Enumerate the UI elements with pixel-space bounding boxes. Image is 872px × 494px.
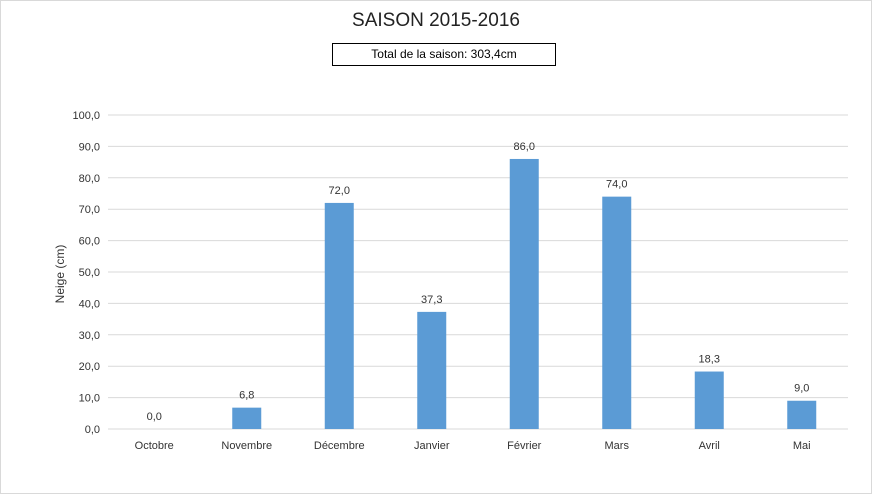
bar — [787, 400, 817, 429]
season-total-box: Total de la saison: 303,4cm — [332, 43, 556, 66]
y-tick-label: 100,0 — [72, 110, 100, 122]
x-tick-label: Mars — [605, 440, 630, 452]
data-label: 86,0 — [514, 141, 535, 153]
x-tick-label: Octobre — [135, 440, 174, 452]
data-label: 74,0 — [606, 179, 627, 191]
y-tick-label: 40,0 — [79, 298, 100, 310]
y-tick-label: 10,0 — [79, 393, 100, 405]
y-tick-label: 50,0 — [79, 267, 100, 279]
data-labels: 0,0 6,8 72,0 37,3 86,0 74,0 18,3 9,0 — [147, 141, 810, 423]
bar — [694, 371, 724, 429]
data-label: 72,0 — [329, 185, 350, 197]
x-tick-label: Février — [507, 440, 542, 452]
y-axis-ticks: 0,0 10,0 20,0 30,0 40,0 50,0 60,0 70,0 80,0 90,0 1… — [72, 110, 100, 436]
x-tick-label: Janvier — [414, 440, 450, 452]
bars — [232, 158, 817, 429]
x-tick-label: Avril — [699, 440, 720, 452]
data-label: 6,8 — [239, 390, 254, 402]
x-axis-ticks: Octobre Novembre Décembre Janvier Février Mar… — [135, 440, 811, 452]
bar — [417, 311, 447, 429]
bar — [509, 158, 539, 429]
data-label: 9,0 — [794, 383, 809, 395]
y-tick-label: 30,0 — [79, 330, 100, 342]
data-label: 18,3 — [699, 354, 720, 366]
y-axis-label: Neige (cm) — [53, 245, 67, 304]
data-label: 37,3 — [421, 294, 442, 306]
bar — [232, 407, 262, 429]
y-tick-label: 80,0 — [79, 173, 100, 185]
y-tick-label: 0,0 — [85, 424, 100, 436]
y-tick-label: 70,0 — [79, 204, 100, 216]
data-label: 0,0 — [147, 411, 162, 423]
y-tick-label: 20,0 — [79, 361, 100, 373]
bar — [324, 202, 354, 429]
chart-title: SAISON 2015-2016 — [352, 10, 520, 31]
y-tick-label: 90,0 — [79, 141, 100, 153]
x-tick-label: Mai — [793, 440, 811, 452]
bar — [602, 196, 632, 429]
gridlines — [108, 114, 848, 430]
x-tick-label: Décembre — [314, 440, 365, 452]
y-tick-label: 60,0 — [79, 236, 100, 248]
x-tick-label: Novembre — [221, 440, 272, 452]
